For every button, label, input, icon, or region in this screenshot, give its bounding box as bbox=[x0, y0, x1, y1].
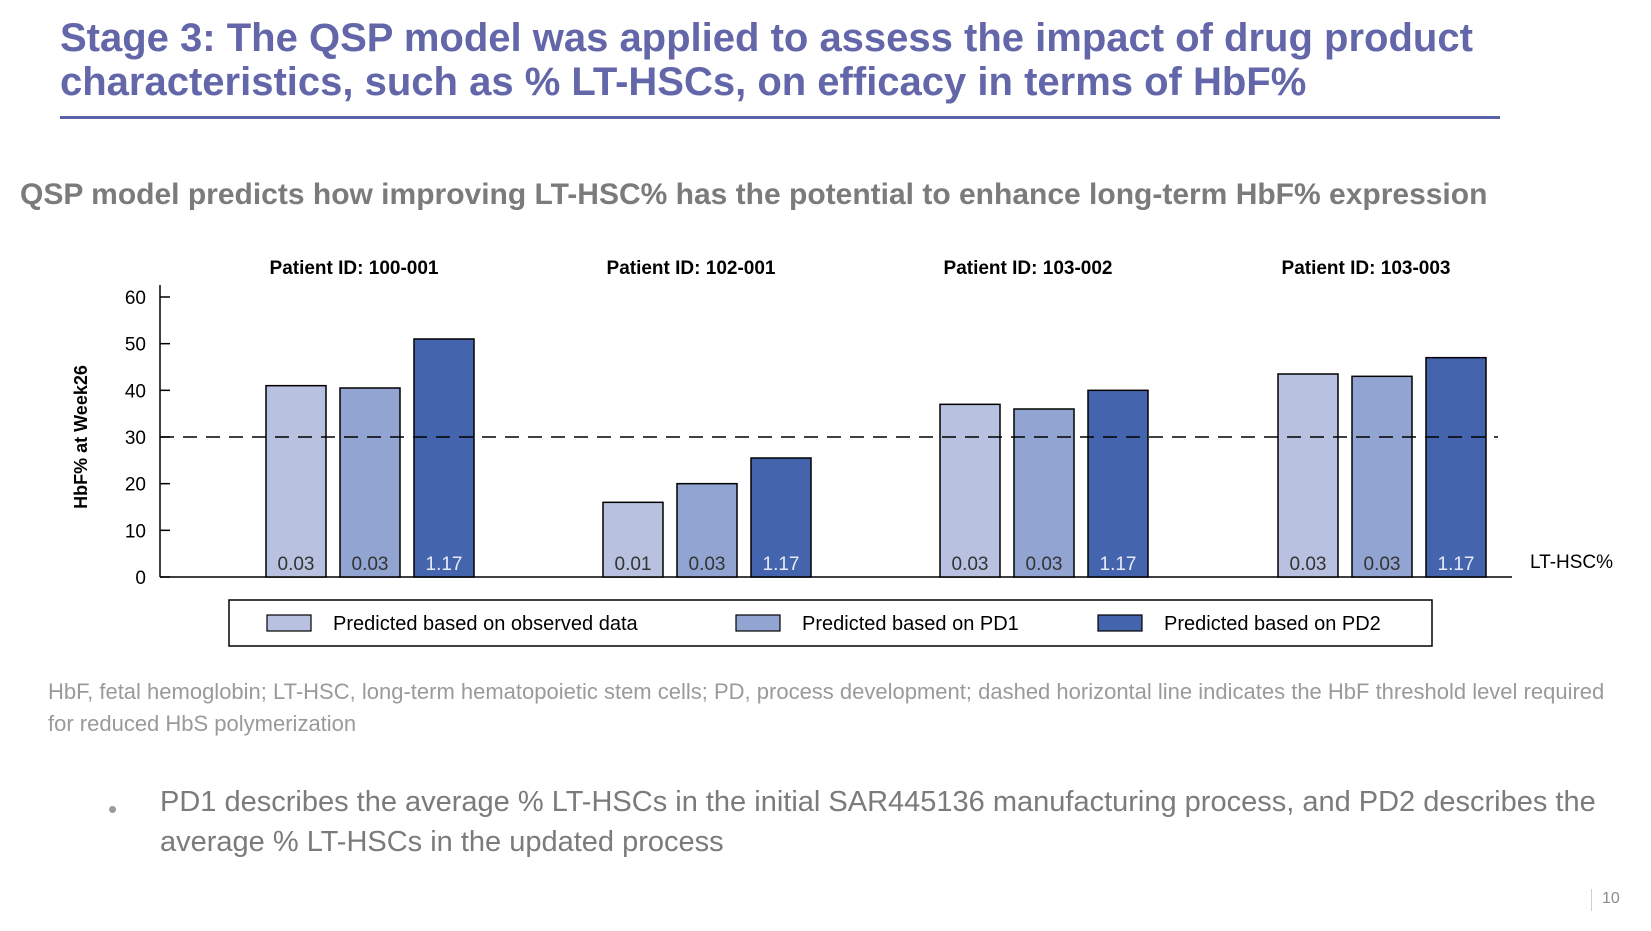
y-tick-label: 30 bbox=[125, 428, 146, 449]
y-tick-label: 40 bbox=[125, 381, 146, 402]
title-stage: Stage 3: bbox=[60, 16, 216, 60]
bar-value-label: 0.01 bbox=[615, 554, 652, 575]
category-label: Patient ID: 100-001 bbox=[270, 258, 439, 279]
legend-label: Predicted based on PD1 bbox=[802, 613, 1019, 635]
legend-swatch bbox=[735, 614, 781, 632]
bar-value-label: 1.17 bbox=[1100, 554, 1137, 575]
bar-value-label: 0.03 bbox=[1026, 554, 1063, 575]
slide-title: Stage 3: The QSP model was applied to as… bbox=[60, 16, 1500, 104]
bar-value-label: 0.03 bbox=[352, 554, 389, 575]
legend-box bbox=[228, 599, 1433, 647]
legend-swatch bbox=[1097, 614, 1143, 632]
legend-label: Predicted based on observed data bbox=[333, 613, 639, 635]
y-tick-label: 60 bbox=[125, 288, 146, 309]
bar-value-label: 0.03 bbox=[1290, 554, 1327, 575]
page-number-divider bbox=[1591, 889, 1592, 911]
category-label: Patient ID: 103-002 bbox=[944, 258, 1113, 279]
bar bbox=[1351, 375, 1413, 578]
bar-value-label: 0.03 bbox=[1364, 554, 1401, 575]
bar bbox=[676, 482, 738, 578]
footnote: HbF, fetal hemoglobin; LT-HSC, long-term… bbox=[48, 679, 1605, 736]
title-underline bbox=[60, 116, 1500, 119]
bar-chart: 0 10 20 30 40 50 60 HbF% at Week26 Patient ID: 1… bbox=[71, 258, 1613, 647]
bullet-text: PD1 describes the average % LT-HSCs in t… bbox=[160, 786, 1596, 858]
y-tick-label: 20 bbox=[125, 475, 146, 496]
title-text: The QSP model was applied to assess the … bbox=[60, 16, 1473, 104]
bullet-marker: • bbox=[108, 794, 118, 824]
bar bbox=[750, 457, 812, 578]
legend-swatch bbox=[266, 614, 312, 632]
category-label: Patient ID: 103-003 bbox=[1282, 258, 1451, 279]
y-tick-label: 0 bbox=[135, 568, 146, 589]
legend-label: Predicted based on PD2 bbox=[1164, 613, 1381, 635]
bar bbox=[939, 403, 1001, 578]
plot-area: 0 10 20 30 40 50 60 HbF% at Week26 Patient ID: 1… bbox=[71, 258, 1613, 647]
bar bbox=[339, 387, 401, 578]
page-number: 10 bbox=[1602, 890, 1620, 907]
bar-value-label: 0.03 bbox=[952, 554, 989, 575]
bar bbox=[265, 384, 327, 578]
slide-subtitle: QSP model predicts how improving LT-HSC%… bbox=[20, 178, 1488, 211]
bar bbox=[1425, 356, 1487, 578]
bar bbox=[1277, 373, 1339, 578]
bar-value-label: 1.17 bbox=[1438, 554, 1475, 575]
y-tick-label: 10 bbox=[125, 521, 146, 542]
x-axis-label: LT-HSC% bbox=[1530, 552, 1613, 573]
y-axis-title: HbF% at Week26 bbox=[71, 365, 91, 509]
bar bbox=[413, 338, 475, 578]
bar-value-label: 0.03 bbox=[689, 554, 726, 575]
bar bbox=[1013, 408, 1075, 578]
bar bbox=[1087, 389, 1149, 578]
bar-value-label: 1.17 bbox=[426, 554, 463, 575]
bar-value-label: 1.17 bbox=[763, 554, 800, 575]
bar-value-label: 0.03 bbox=[278, 554, 315, 575]
y-tick-label: 50 bbox=[125, 335, 146, 356]
category-label: Patient ID: 102-001 bbox=[607, 258, 776, 279]
bar bbox=[602, 501, 664, 578]
